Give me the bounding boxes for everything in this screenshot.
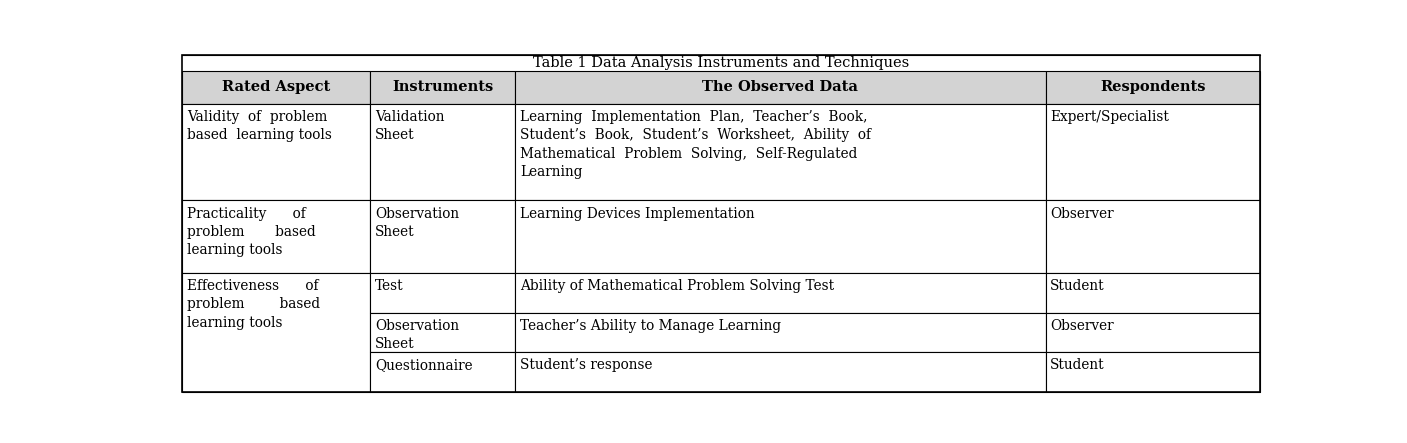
- Text: Learning Devices Implementation: Learning Devices Implementation: [521, 206, 754, 221]
- Text: Learning  Implementation  Plan,  Teacher’s  Book,
Student’s  Book,  Student’s  W: Learning Implementation Plan, Teacher’s …: [521, 110, 871, 179]
- Text: Expert/Specialist: Expert/Specialist: [1050, 110, 1169, 124]
- Bar: [370, 352, 515, 392]
- Text: Student’s response: Student’s response: [521, 358, 653, 373]
- Text: Teacher’s Ability to Manage Learning: Teacher’s Ability to Manage Learning: [521, 319, 781, 333]
- Text: Test: Test: [376, 279, 404, 293]
- Text: Student: Student: [1050, 279, 1104, 293]
- Text: The Observed Data: The Observed Data: [702, 80, 858, 94]
- Text: Questionnaire: Questionnaire: [376, 358, 473, 373]
- Bar: [1045, 104, 1261, 200]
- Bar: [182, 104, 370, 200]
- Text: Instruments: Instruments: [393, 80, 494, 94]
- Bar: [182, 71, 370, 104]
- Bar: [515, 352, 1045, 392]
- Text: Respondents: Respondents: [1100, 80, 1206, 94]
- Bar: [182, 273, 370, 392]
- Text: Table 1 Data Analysis Instruments and Techniques: Table 1 Data Analysis Instruments and Te…: [533, 56, 909, 70]
- Text: Validation
Sheet: Validation Sheet: [376, 110, 445, 142]
- Bar: [370, 200, 515, 273]
- Bar: [370, 313, 515, 352]
- Bar: [1045, 71, 1261, 104]
- Text: Observer: Observer: [1050, 206, 1114, 221]
- Bar: [515, 104, 1045, 200]
- Text: Practicality      of
problem       based
learning tools: Practicality of problem based learning t…: [187, 206, 315, 257]
- Bar: [370, 71, 515, 104]
- Text: Rated Aspect: Rated Aspect: [222, 80, 331, 94]
- Text: Validity  of  problem
based  learning tools: Validity of problem based learning tools: [187, 110, 332, 142]
- Bar: [515, 313, 1045, 352]
- Text: Observer: Observer: [1050, 319, 1114, 333]
- Text: Effectiveness      of
problem        based
learning tools: Effectiveness of problem based learning …: [187, 279, 319, 330]
- Text: Student: Student: [1050, 358, 1104, 373]
- Bar: [370, 273, 515, 313]
- Text: Ability of Mathematical Problem Solving Test: Ability of Mathematical Problem Solving …: [521, 279, 834, 293]
- Bar: [1045, 200, 1261, 273]
- Bar: [515, 273, 1045, 313]
- Bar: [515, 71, 1045, 104]
- Bar: [1045, 352, 1261, 392]
- Bar: [370, 104, 515, 200]
- Bar: [1045, 273, 1261, 313]
- Bar: [515, 200, 1045, 273]
- Text: Observation
Sheet: Observation Sheet: [376, 206, 459, 239]
- Text: Observation
Sheet: Observation Sheet: [376, 319, 459, 351]
- Bar: [182, 200, 370, 273]
- Bar: [1045, 313, 1261, 352]
